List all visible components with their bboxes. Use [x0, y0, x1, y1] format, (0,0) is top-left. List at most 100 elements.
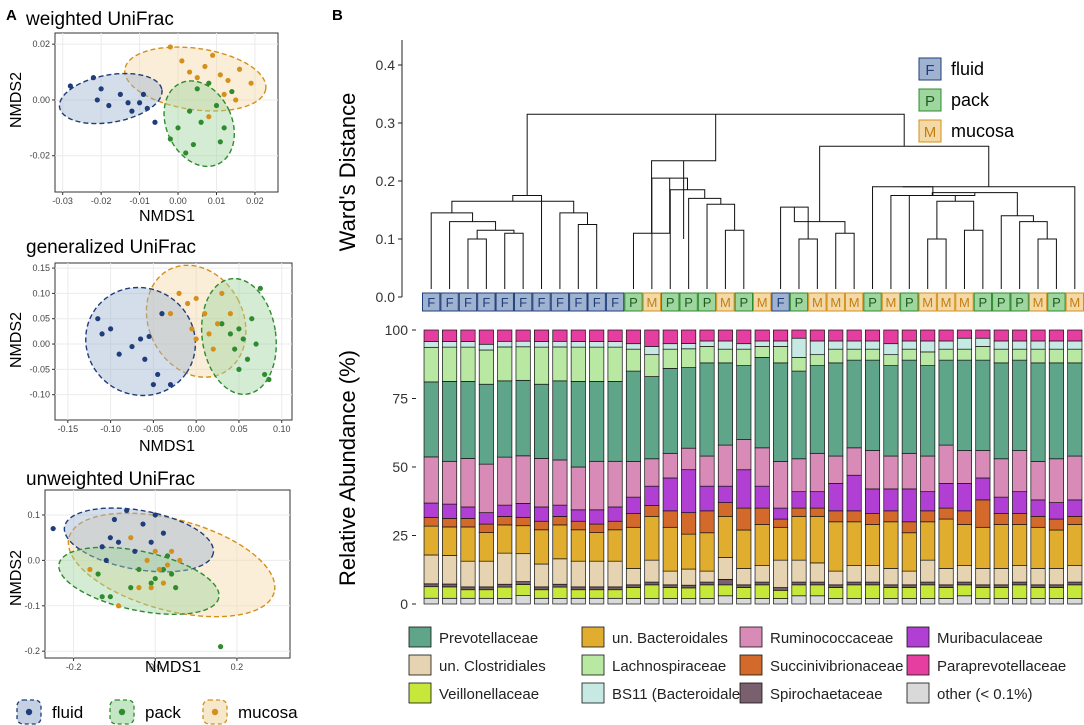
leaf-label: P [997, 295, 1006, 310]
bar-segment [442, 503, 458, 519]
dendrogram-link [890, 192, 976, 289]
mucosa-point [167, 311, 174, 317]
bar-segment [607, 346, 623, 382]
group-legend-a: fluid pack mucosa [16, 699, 298, 725]
bar-segment [828, 348, 844, 364]
dendrogram-link [476, 229, 515, 239]
bar-segment [956, 337, 972, 350]
mucosa-point [128, 535, 134, 541]
bar-segment [1012, 450, 1028, 493]
bar-segment [589, 589, 605, 599]
leaf-label: F [538, 295, 546, 310]
y-tick-label: -0.05 [29, 364, 50, 374]
bar-segment [423, 329, 439, 342]
leaf-label: P [905, 295, 914, 310]
mucosa-point [160, 580, 167, 586]
pack-point [128, 585, 134, 591]
bar-segment [956, 524, 972, 566]
y-tick-label: 0.00 [32, 95, 50, 105]
bar-segment [975, 477, 991, 501]
pack-point [244, 356, 251, 362]
dendrogram-link [1000, 215, 1034, 289]
bar-segment [478, 532, 494, 562]
x-tick-label: 0.10 [273, 424, 291, 434]
bar-segment [883, 521, 899, 569]
bar-segment [644, 376, 660, 460]
legend-b-fluid-label: fluid [951, 59, 984, 79]
x-tick-label: 0.05 [230, 424, 248, 434]
leaf-label: F [574, 295, 582, 310]
pack-point [164, 553, 171, 559]
bar-segment [460, 341, 476, 348]
bar-segment [662, 510, 678, 528]
bar-segment [736, 329, 752, 345]
bar-segment [865, 584, 881, 599]
bar-segment [552, 459, 568, 506]
leaf-label: F [777, 295, 785, 310]
bar-segment [644, 505, 660, 517]
bar-segment [644, 346, 660, 356]
bar-segment [681, 367, 697, 449]
bar-segment [1030, 499, 1046, 517]
bar-segment [809, 329, 825, 342]
bar-segment [478, 512, 494, 525]
bar-segment [625, 461, 641, 498]
taxa-legend-label: other (< 0.1%) [937, 686, 1032, 703]
legend-b-pack-box [918, 88, 942, 112]
leaf-label: F [611, 295, 619, 310]
bar-segment [754, 565, 770, 583]
legend-b-fluid-box [918, 57, 942, 81]
y-tick-label: 0.1 [27, 510, 40, 520]
bar-segment [423, 586, 439, 599]
bar-segment [1048, 458, 1064, 503]
bar-segment [901, 598, 917, 605]
bar-segment [773, 559, 789, 588]
bar-segment [809, 595, 825, 605]
bar-segment [828, 329, 844, 342]
bar-segment [1048, 587, 1064, 599]
bar-segment [625, 329, 641, 345]
dendrogram-link [451, 200, 575, 213]
bar-segment [773, 346, 789, 364]
bar-segment [515, 346, 531, 381]
bar-segment [846, 565, 862, 583]
bar-segment [773, 329, 789, 342]
taxa-legend-label: BS11 (Bacteroidales) [612, 686, 753, 703]
bar-segment [534, 586, 550, 591]
bar-segment [423, 583, 439, 588]
dendrogram-link [512, 195, 543, 289]
leaf-label: F [427, 295, 435, 310]
fluid-point [150, 381, 156, 388]
bar-segment [736, 365, 752, 440]
dendrogram-link [798, 238, 818, 289]
bar-segment [570, 560, 586, 588]
mucosa-point [217, 72, 223, 78]
taxa-legend-label: Prevotellaceae [439, 630, 538, 647]
pack-point [95, 571, 101, 577]
pack-point [186, 108, 193, 114]
leaf-label-box [826, 292, 845, 312]
bar-segment [460, 346, 476, 382]
bar-segment [515, 581, 531, 585]
legend-b-pack-letter: P [925, 93, 935, 110]
bar-segment [993, 598, 1009, 605]
bar-segment [920, 365, 936, 457]
bar-segment [993, 362, 1009, 460]
fluid-ellipse [63, 507, 215, 573]
bar-segment [442, 583, 458, 588]
bar-segment [607, 586, 623, 591]
bar-segment [883, 488, 899, 512]
dendrogram-link [467, 238, 487, 289]
fluid-point [115, 539, 122, 545]
leaf-label: M [757, 295, 768, 310]
leaf-label-box [881, 292, 901, 312]
bar-segment [975, 329, 991, 339]
fluid-point [50, 525, 56, 532]
fluid-point [117, 91, 123, 97]
bar-segment [570, 529, 586, 562]
bar-segment [1012, 584, 1028, 599]
mucosa-point [210, 346, 216, 352]
bar-segment [589, 523, 605, 533]
fluid-point [95, 316, 101, 322]
bar-segment [589, 560, 605, 588]
